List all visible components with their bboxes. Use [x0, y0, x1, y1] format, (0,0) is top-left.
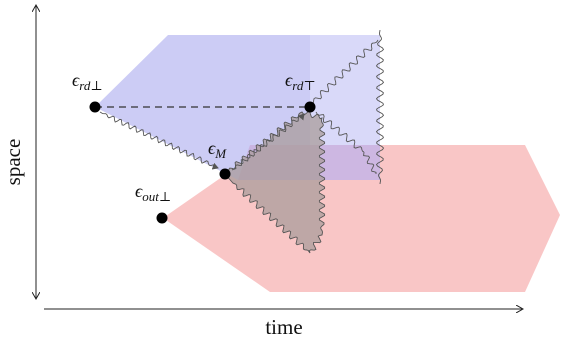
light-right-strip — [310, 35, 380, 180]
label-m: ϵM — [208, 138, 227, 161]
wavy-edge-lower — [363, 151, 377, 174]
wavy-edge-top — [309, 39, 379, 106]
wavy-right-boundary — [375, 29, 385, 185]
wavy-edge-upper — [315, 111, 365, 153]
label-rd-bot: ϵrd⊥ — [72, 70, 103, 93]
point-out-bot — [156, 212, 168, 224]
x-axis-label: time — [265, 315, 302, 339]
point-rd-bot — [89, 101, 101, 113]
point-rd-top — [304, 101, 316, 113]
wavy-arrow-rd-to-m — [99, 111, 219, 170]
label-out-bot: ϵout⊥ — [135, 181, 171, 204]
y-axis-label: space — [1, 139, 25, 186]
wavy-arrow-m-to-rd-top — [231, 113, 305, 171]
label-rd-top: ϵrd⊤ — [285, 70, 316, 93]
gray-wavy-region — [224, 111, 326, 254]
point-m — [219, 168, 231, 180]
